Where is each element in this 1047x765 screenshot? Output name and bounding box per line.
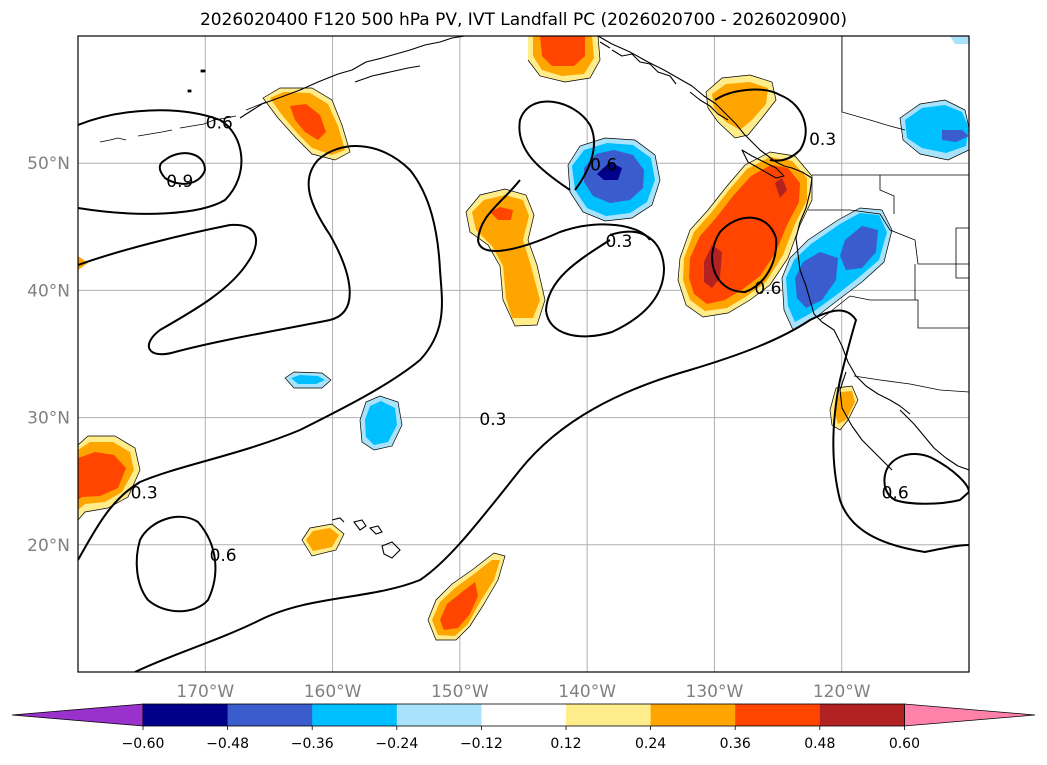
lon-tick-label: 120°W [813,682,871,702]
colorbar: −0.60 −0.48 −0.36 −0.24 −0.12 0.12 0.24 0.36 0.4… [11,703,1036,752]
positive-anomaly-central-pacific [466,189,545,326]
positive-anomaly-gulf-of-alaska [528,36,600,82]
colorbar-tick-label: −0.48 [206,736,249,752]
lat-tick-label: 30°N [27,409,70,429]
lat-tick-label: 20°N [27,536,70,556]
map-title: 2026020400 F120 500 hPa PV, IVT Landfall… [199,10,847,30]
positive-anomaly-hawaii [302,524,344,556]
colorbar-segment [650,704,736,726]
contour-label: 0.6 [754,279,781,299]
colorbar-segment [735,704,821,726]
negative-anomaly-top-right-corner [950,36,969,44]
colorbar-tick-label: 0.60 [889,736,920,752]
ivt-outlines [78,36,969,641]
aleutian-islands [99,69,267,143]
lat-tick-label: 40°N [27,281,70,301]
contour-label: 0.6 [206,113,233,133]
contour-label: 0.3 [605,232,632,252]
lon-tick-label: 130°W [686,682,744,702]
colorbar-extend-low [11,703,144,727]
colorbar-tick-label: 0.48 [804,736,835,752]
colorbar-segment [143,704,229,726]
colorbar-tick-label: 0.12 [550,736,581,752]
map-frame [77,35,970,673]
contour-label: 0.6 [210,546,237,566]
colorbar-segment [227,704,313,726]
lat-tick-label: 50°N [27,154,70,174]
colorbar-tick-label: −0.36 [291,736,334,752]
positive-anomaly-aleutians [263,88,350,160]
contour-label: 0.3 [479,410,506,430]
positive-anomaly-south [428,553,505,640]
positive-anomaly-far-west [78,436,140,520]
pv-contours [78,88,969,672]
colorbar-segment [566,704,652,726]
colorbar-tick-label: 0.36 [720,736,751,752]
latitude-labels: 20°N 30°N 40°N 50°N [27,154,70,556]
map-plot-area: 0.6 0.9 0.6 0.3 0.3 0.6 0.3 0.3 0.6 0.6 [78,36,969,672]
colorbar-frame [142,703,905,727]
positive-anomaly-british-columbia [706,75,776,138]
colorbar-tick-label: 0.24 [635,736,666,752]
colorbar-tick-label: −0.24 [375,736,418,752]
contour-label: 0.3 [809,130,836,150]
negative-anomaly-north-hawaii [360,396,402,450]
colorbar-segment [312,704,398,726]
colorbar-segment [481,704,567,726]
colorbar-tick-label: −0.60 [122,736,165,752]
colorbar-segment [819,704,905,726]
longitude-labels: 170°W 160°W 150°W 140°W 130°W 120°W [176,682,870,702]
lon-tick-label: 160°W [304,682,362,702]
contour-label: 0.9 [166,172,193,192]
negative-anomaly-rockies [900,100,969,160]
political-borders [808,36,969,393]
colorbar-segment [396,704,482,726]
lon-tick-label: 150°W [431,682,489,702]
contour-label: 0.6 [882,484,909,504]
colorbar-tick-label: −0.12 [460,736,503,752]
negative-anomaly-small-west [285,372,331,388]
hawaiian-islands [331,517,401,559]
contour-label: 0.3 [131,484,158,504]
lon-tick-label: 140°W [558,682,616,702]
coastlines [239,36,969,471]
lon-tick-label: 170°W [176,682,234,702]
colorbar-extend-high [904,703,1036,727]
contour-label: 0.6 [590,155,617,175]
contour-labels: 0.6 0.9 0.6 0.3 0.3 0.6 0.3 0.3 0.6 0.6 [131,113,909,565]
